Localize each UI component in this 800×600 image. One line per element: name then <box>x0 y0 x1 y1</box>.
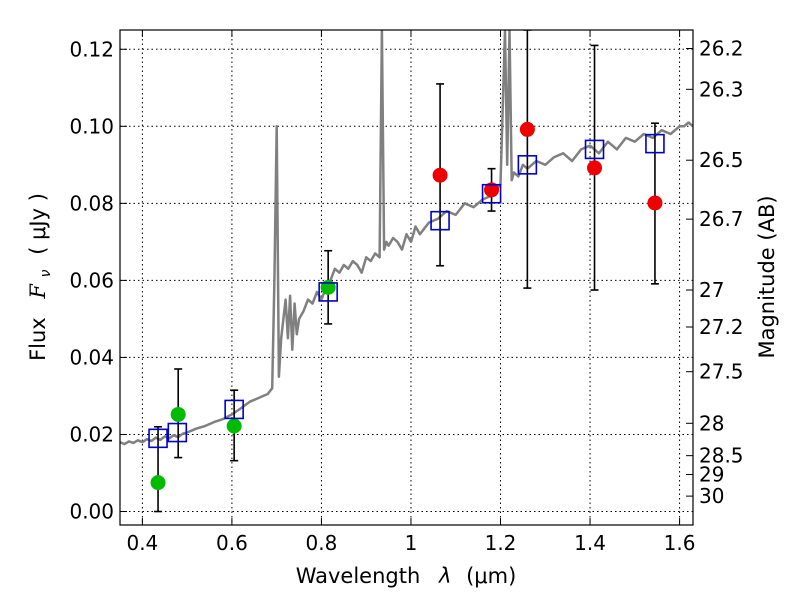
y2-tick-label-9: 29 <box>699 463 724 487</box>
y2-tick-label-7: 28 <box>699 411 724 435</box>
x-axis-label-symbol: λ <box>438 564 451 588</box>
x-axis-label: Wavelength λ (μm) <box>296 564 517 588</box>
y2-tick-label-0: 26.2 <box>699 36 744 60</box>
y2-tick-label-8: 28.5 <box>699 444 744 468</box>
y-tick-label-6: 0.12 <box>69 37 114 61</box>
model-square-4 <box>430 210 450 231</box>
model-square-8 <box>645 133 665 154</box>
x-tick-label-4: 1.2 <box>485 531 517 555</box>
model-squares <box>148 133 665 449</box>
model-square-3 <box>318 282 338 302</box>
y2-tick-label-3: 26.7 <box>699 207 744 231</box>
data-point-3-4 <box>647 195 663 211</box>
data-point-2-1 <box>170 406 186 422</box>
model-square-6 <box>517 155 538 175</box>
model-square-7 <box>584 139 605 160</box>
y-tick-label-2: 0.04 <box>69 345 114 369</box>
data-point-3-1 <box>484 182 500 198</box>
data-point-2-0 <box>150 475 166 491</box>
y-axis-label: Flux F ν ( μJy ) <box>26 193 55 361</box>
y-tick-label-1: 0.02 <box>69 422 114 446</box>
model-square-0 <box>148 428 168 449</box>
y2-tick-label-1: 26.3 <box>699 77 744 101</box>
data-point-3-0 <box>432 167 448 183</box>
x-axis-label-unit: (μm) <box>466 564 516 588</box>
y2-tick-label-10: 30 <box>699 484 724 508</box>
model-square-2 <box>224 399 244 420</box>
data-point-3-3 <box>587 160 603 176</box>
y2-axis-label: Magnitude (AB) <box>755 195 779 358</box>
axis-ticks: 0.4 0.6 0.8 1 1.2 1.4 1.6 0.00 0.02 0.04 0.06 0.08 0… <box>69 30 744 555</box>
y-tick-label-4: 0.08 <box>69 191 114 215</box>
x-tick-label-1: 0.6 <box>216 531 248 555</box>
y2-tick-label-6: 27.5 <box>699 360 744 384</box>
data-points <box>150 121 663 491</box>
y-tick-label-5: 0.10 <box>69 114 114 138</box>
x-tick-label-0: 0.4 <box>126 531 158 555</box>
x-tick-label-5: 1.4 <box>574 531 606 555</box>
y2-tick-label-2: 26.5 <box>699 148 744 172</box>
y-axis-label-text: Flux <box>26 317 50 361</box>
y2-tick-label-4: 27 <box>699 278 724 302</box>
x-tick-label-3: 1 <box>405 531 418 555</box>
spectrum-line <box>120 30 693 446</box>
x-tick-label-2: 0.8 <box>306 531 338 555</box>
x-tick-label-6: 1.6 <box>664 531 696 555</box>
y-tick-label-3: 0.06 <box>69 268 114 292</box>
error-bars <box>154 30 659 513</box>
y-axis-label-symbol: F <box>26 283 50 300</box>
model-square-5 <box>481 183 502 204</box>
grid-lines <box>120 30 693 525</box>
plot-area <box>120 30 693 513</box>
model-square-1 <box>167 422 188 443</box>
x-axis-label-text: Wavelength <box>296 564 421 588</box>
y-axis-label-subscript: ν <box>38 269 54 277</box>
y-tick-label-0: 0.00 <box>69 500 114 524</box>
data-point-2-3 <box>320 279 336 295</box>
y2-tick-label-5: 27.2 <box>699 315 744 339</box>
axes-frame <box>119 29 694 526</box>
y-axis-label-unit: ( μJy ) <box>26 193 50 255</box>
data-point-3-2 <box>519 121 535 137</box>
data-point-2-2 <box>226 418 242 434</box>
